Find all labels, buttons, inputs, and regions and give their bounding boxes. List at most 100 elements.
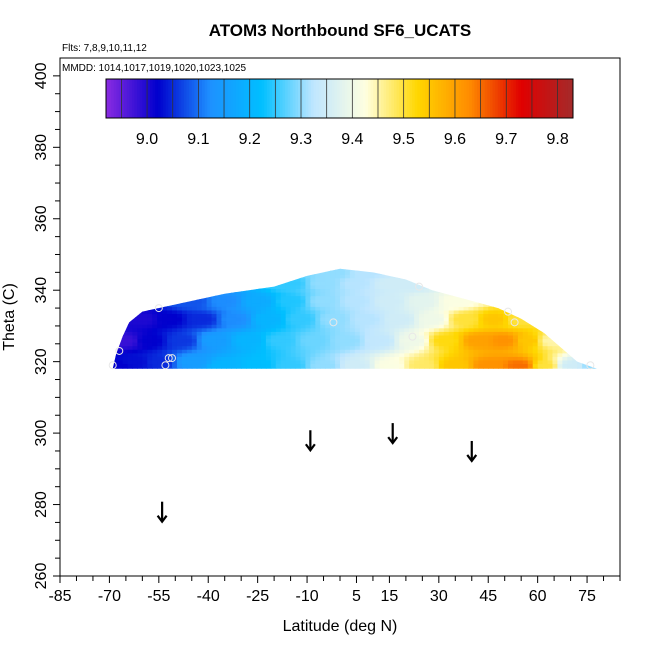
heatmap-cell (127, 320, 134, 325)
heatmap-cell (359, 295, 366, 300)
colorbar-segment (451, 79, 455, 118)
heatmap-cell (424, 320, 430, 325)
heatmap-cell (532, 338, 539, 343)
heatmap-cell (414, 291, 420, 297)
heatmap-cell (364, 363, 371, 368)
heatmap-cell (587, 288, 593, 293)
heatmap-cell (389, 338, 395, 343)
heatmap-cell (280, 302, 287, 307)
heatmap-cell (117, 367, 124, 369)
heatmap-cell (211, 327, 218, 332)
heatmap-cell (137, 299, 143, 304)
heatmap-cell (389, 284, 395, 290)
heatmap-cell (419, 274, 425, 279)
heatmap-cell (557, 306, 563, 311)
heatmap-cell (498, 352, 504, 357)
heatmap-cell (424, 295, 430, 300)
heatmap-cell (315, 295, 321, 300)
heatmap-cell (512, 359, 519, 365)
heatmap-cell (443, 309, 450, 315)
heatmap-cell (562, 327, 568, 332)
heatmap-cell (265, 288, 272, 293)
heatmap-cell (394, 270, 400, 275)
heatmap-cell (364, 274, 371, 279)
heatmap-cell (364, 349, 371, 354)
heatmap-cell (172, 320, 178, 325)
colorbar-segment (111, 79, 115, 118)
heatmap-cell (320, 306, 326, 311)
heatmap-cell (265, 277, 272, 282)
heatmap-cell (587, 277, 593, 282)
heatmap-cell (424, 277, 430, 282)
heatmap-cell (241, 352, 247, 357)
heatmap-cell (211, 306, 218, 311)
heatmap-cell (196, 295, 203, 300)
heatmap-cell (517, 317, 524, 322)
heatmap-cell (498, 281, 504, 286)
heatmap-cell (389, 356, 395, 361)
heatmap-cell (162, 349, 168, 354)
heatmap-cell (197, 263, 203, 267)
colorbar-tick-label: 9.8 (546, 131, 568, 148)
heatmap-cell (176, 363, 183, 368)
heatmap-cell (241, 327, 247, 332)
heatmap-cell (478, 291, 484, 297)
heatmap-cell (330, 356, 336, 361)
heatmap-cell (112, 295, 119, 300)
heatmap-cell (340, 299, 346, 304)
heatmap-cell (365, 263, 371, 267)
heatmap-cell (354, 338, 361, 343)
heatmap-cell (359, 320, 366, 325)
colorbar-segment (570, 79, 574, 118)
heatmap-cell (196, 367, 203, 369)
heatmap-cell (349, 268, 356, 272)
heatmap-cell (557, 309, 563, 315)
heatmap-cell (424, 299, 430, 304)
heatmap-cell (344, 281, 351, 286)
heatmap-cell (335, 277, 341, 282)
heatmap-cell (127, 331, 134, 336)
heatmap-cell (290, 299, 297, 304)
heatmap-cell (433, 324, 440, 329)
heatmap-cell (389, 352, 395, 357)
heatmap-cell (221, 349, 227, 354)
heatmap-cell (157, 270, 163, 275)
heatmap-cell (295, 291, 302, 297)
heatmap-cell (532, 327, 539, 332)
heatmap-cell (369, 302, 376, 307)
heatmap-cell (533, 263, 539, 267)
heatmap-cell (468, 363, 475, 368)
heatmap-cell (389, 277, 395, 282)
heatmap-cell (404, 288, 410, 293)
heatmap-cell (176, 324, 183, 329)
heatmap-cell (231, 363, 237, 368)
heatmap-cell (132, 327, 139, 332)
heatmap-cell (379, 313, 386, 318)
heatmap-cell (251, 317, 257, 322)
heatmap-cell (251, 352, 257, 357)
heatmap-cell (552, 320, 559, 325)
heatmap-cell (359, 352, 366, 357)
heatmap-cell (592, 331, 597, 336)
heatmap-cell (137, 317, 143, 322)
heatmap-cell (330, 309, 336, 315)
colorbar-segment (438, 79, 442, 118)
heatmap-cell (557, 327, 563, 332)
heatmap-cell (443, 284, 450, 290)
heatmap-cell (473, 356, 479, 361)
heatmap-cell (231, 295, 237, 300)
heatmap-cell (127, 334, 134, 340)
heatmap-cell (340, 338, 346, 343)
heatmap-cell (478, 317, 484, 322)
heatmap-cell (295, 334, 302, 340)
colorbar-segment (336, 79, 340, 118)
heatmap-cell (216, 349, 223, 354)
heatmap-cell (280, 309, 287, 315)
colorbar-segment (217, 79, 221, 118)
heatmap-cell (162, 263, 168, 267)
heatmap-cell (384, 352, 391, 357)
heatmap-cell (344, 284, 351, 290)
heatmap-cell (493, 359, 499, 365)
heatmap-cell (433, 281, 440, 286)
heatmap-cell (231, 284, 237, 290)
